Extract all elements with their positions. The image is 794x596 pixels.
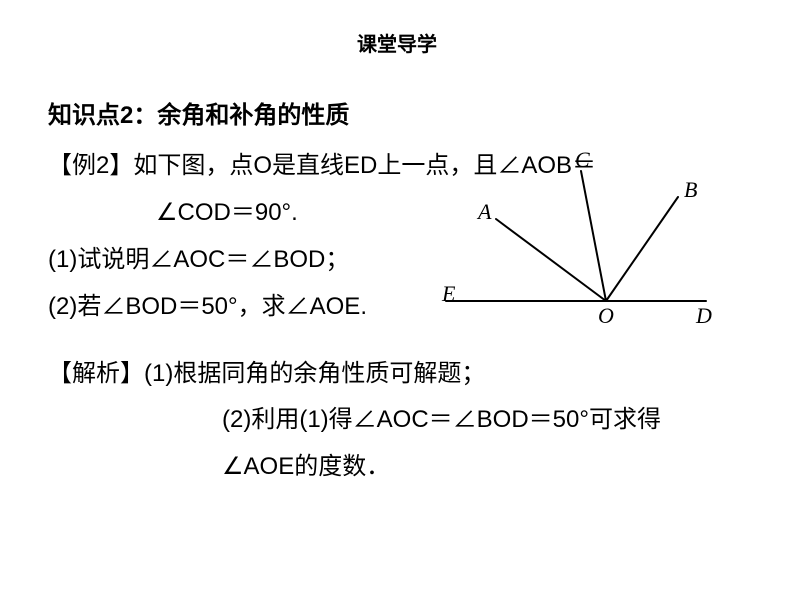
figure-svg: E D O A C B (416, 151, 716, 331)
point-label-B: B (684, 177, 697, 202)
ray-OA (496, 219, 606, 301)
knowledge-point-title: 知识点2：余角和补角的性质 (48, 97, 746, 135)
point-label-C: C (575, 151, 590, 172)
analysis-line2: (2)利用(1)得∠AOC＝∠BOD＝50°可求得 (48, 397, 746, 444)
geometry-figure: E D O A C B (416, 151, 716, 331)
analysis-text-1: (1)根据同角的余角性质可解题； (144, 360, 485, 387)
analysis-line1: 【解析】(1)根据同角的余角性质可解题； (48, 351, 746, 398)
analysis-prefix: 【解析】 (48, 360, 144, 387)
header-title: 课堂导学 (357, 34, 437, 56)
ray-OC (581, 171, 606, 301)
analysis-block: 【解析】(1)根据同角的余角性质可解题； (2)利用(1)得∠AOC＝∠BOD＝… (48, 351, 746, 491)
point-label-O: O (598, 303, 614, 328)
page-header: 课堂导学 (0, 0, 794, 57)
content-area: 知识点2：余角和补角的性质 【例2】如下图，点O是直线ED上一点，且∠AOB＝ … (0, 57, 794, 491)
example-prefix: 【例2】 (48, 152, 133, 179)
point-label-A: A (476, 199, 492, 224)
point-label-E: E (441, 281, 456, 306)
example-block: 【例2】如下图，点O是直线ED上一点，且∠AOB＝ ∠COD＝90°. (1)试… (48, 143, 746, 330)
ray-OB (606, 197, 678, 301)
analysis-line3: ∠AOE的度数． (48, 444, 746, 491)
point-label-D: D (695, 303, 712, 328)
